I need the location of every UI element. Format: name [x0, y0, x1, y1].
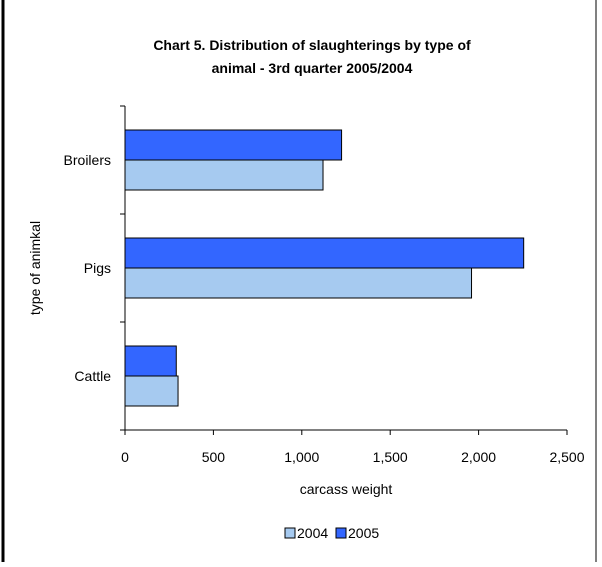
bar-cattle-2004 — [124, 375, 179, 407]
y-tick-label-cattle: Cattle — [74, 368, 111, 384]
legend-label-2005: 2005 — [348, 525, 379, 541]
x-tick-label: 2,000 — [461, 449, 496, 465]
legend: 2004 2005 — [284, 525, 379, 541]
chart-title-line-1: Chart 5. Distribution of slaughterings b… — [153, 37, 471, 53]
bar-broilers-2005 — [124, 129, 343, 161]
x-tick-label: 2,500 — [549, 449, 584, 465]
x-axis-label: carcass weight — [300, 481, 393, 497]
y-tick-label-pigs: Pigs — [84, 260, 111, 276]
legend-swatch-2005 — [335, 527, 347, 539]
bar-pigs-2005 — [124, 237, 525, 269]
bars-group — [124, 129, 525, 407]
y-tick-labels: Broilers Pigs Cattle — [64, 152, 112, 384]
legend-label-2004: 2004 — [297, 525, 328, 541]
legend-swatch-2004 — [284, 527, 296, 539]
x-tick-label: 500 — [202, 449, 226, 465]
x-tick-labels: 0 500 1,000 1,500 2,000 2,500 — [121, 449, 585, 465]
x-tick-label: 0 — [121, 449, 129, 465]
bar-broilers-2004 — [124, 159, 324, 191]
x-tick-label: 1,000 — [284, 449, 319, 465]
bar-cattle-2005 — [124, 345, 177, 377]
y-axis-label: type of animkal — [27, 221, 43, 315]
chart-title-line-2: animal - 3rd quarter 2005/2004 — [212, 60, 413, 76]
x-tick-label: 1,500 — [373, 449, 408, 465]
bar-pigs-2004 — [124, 267, 473, 299]
y-tick-label-broilers: Broilers — [64, 152, 111, 168]
